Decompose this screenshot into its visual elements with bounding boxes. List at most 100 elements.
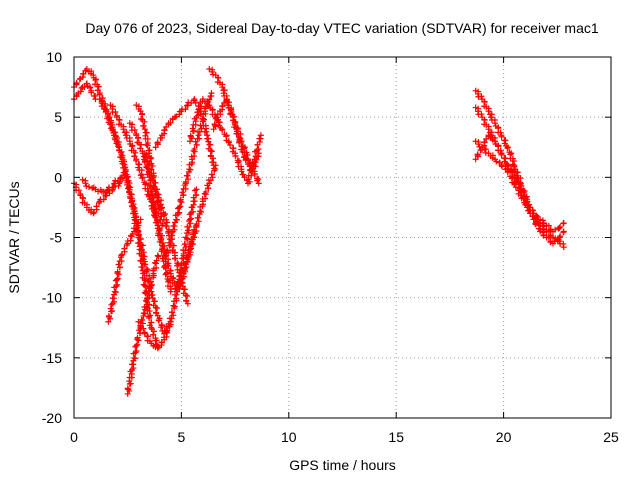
data-point <box>173 113 180 120</box>
data-point <box>143 151 150 158</box>
data-point <box>128 198 135 205</box>
data-point <box>164 262 171 269</box>
data-point <box>118 258 125 265</box>
data-point <box>133 348 140 355</box>
data-point <box>115 261 122 268</box>
data-point <box>119 160 126 167</box>
data-point <box>208 171 215 178</box>
data-point <box>107 305 114 312</box>
data-point <box>134 341 141 348</box>
data-point <box>184 300 191 307</box>
data-point <box>146 181 153 188</box>
data-point <box>122 132 129 139</box>
data-point <box>95 83 102 90</box>
data-point <box>154 345 161 352</box>
data-point <box>93 203 100 210</box>
data-point <box>133 342 140 349</box>
data-point <box>183 172 190 179</box>
data-point <box>135 232 142 239</box>
data-point <box>118 174 125 181</box>
data-point <box>205 138 212 145</box>
data-point <box>137 145 144 152</box>
data-point <box>498 151 505 158</box>
data-point <box>200 116 207 123</box>
data-point <box>556 224 563 231</box>
data-point <box>154 139 161 146</box>
data-point <box>557 223 564 230</box>
data-point <box>197 122 204 129</box>
data-point <box>182 234 189 241</box>
data-point <box>498 162 505 169</box>
data-point <box>179 189 186 196</box>
data-point <box>203 135 210 142</box>
data-point <box>142 290 149 297</box>
data-point <box>105 111 112 118</box>
data-point <box>186 223 193 230</box>
data-point <box>512 184 519 191</box>
data-point <box>502 155 509 162</box>
y-tick-labels: -20 -15 -10 -5 0 5 10 <box>42 49 62 426</box>
data-point <box>556 234 563 241</box>
data-point <box>180 192 187 199</box>
data-point <box>95 87 102 94</box>
data-point <box>108 301 115 308</box>
data-point <box>234 126 241 133</box>
data-point <box>221 87 228 94</box>
data-point <box>177 196 184 203</box>
data-point <box>186 216 193 223</box>
data-point <box>129 361 136 368</box>
data-point <box>122 170 129 177</box>
data-point <box>211 121 218 128</box>
data-point <box>114 281 121 288</box>
data-point <box>182 106 189 113</box>
data-point <box>182 292 189 299</box>
data-point <box>257 132 264 139</box>
data-point <box>187 132 194 139</box>
data-point <box>155 253 162 260</box>
data-point <box>255 180 262 187</box>
data-point <box>120 156 127 163</box>
data-point <box>144 142 151 149</box>
data-point <box>186 211 193 218</box>
data-point <box>87 84 94 91</box>
data-point <box>149 295 156 302</box>
data-point <box>114 268 121 275</box>
data-point <box>135 135 142 142</box>
data-point <box>239 143 246 150</box>
data-point <box>186 251 193 258</box>
data-point <box>254 153 261 160</box>
x-tick-labels: 0 5 10 15 20 25 <box>70 429 619 445</box>
y-tick-label: -5 <box>50 230 63 246</box>
data-point <box>131 127 138 134</box>
data-point <box>560 228 567 235</box>
data-point <box>234 159 241 166</box>
data-point <box>152 304 159 311</box>
y-tick-label: -20 <box>42 410 62 426</box>
data-point <box>207 147 214 154</box>
data-point <box>109 184 116 191</box>
data-point <box>80 70 87 77</box>
x-tick-label: 25 <box>603 429 619 445</box>
data-point <box>133 157 140 164</box>
data-point <box>154 305 161 312</box>
data-point <box>485 108 492 115</box>
data-point <box>537 222 544 229</box>
data-point <box>170 302 177 309</box>
data-point <box>184 293 191 300</box>
data-point <box>148 154 155 161</box>
data-point <box>149 184 156 191</box>
data-point <box>154 252 161 259</box>
data-point <box>475 141 482 148</box>
data-point <box>113 276 120 283</box>
y-tick-label: 5 <box>54 109 62 125</box>
data-point <box>181 265 188 272</box>
data-point <box>498 133 505 140</box>
data-point <box>168 315 175 322</box>
data-point <box>147 188 154 195</box>
data-point <box>140 123 147 130</box>
data-point <box>144 296 151 303</box>
data-point <box>143 129 150 136</box>
data-point <box>156 225 163 232</box>
data-point <box>238 168 245 175</box>
data-point <box>138 316 145 323</box>
